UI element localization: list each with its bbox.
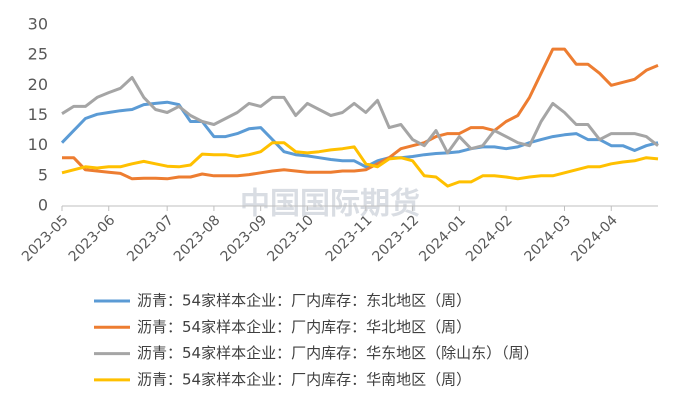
y-tick-label: 10 xyxy=(28,135,48,154)
x-tick-label: 2024-04 xyxy=(568,212,621,265)
y-tick-label: 20 xyxy=(28,75,48,94)
y-tick-label: 0 xyxy=(38,196,48,215)
legend-label: 沥青：54家样本企业：厂内库存：华东地区（除山东）（周） xyxy=(137,344,539,362)
x-tick-label: 2023-06 xyxy=(66,212,119,265)
series-line xyxy=(60,100,659,169)
y-tick-label: 5 xyxy=(38,165,48,184)
y-tick-label: 30 xyxy=(28,15,48,34)
watermark: 中国国际期货 xyxy=(240,187,420,222)
x-tick-label: 2023-07 xyxy=(124,212,177,265)
series-line xyxy=(62,47,659,181)
y-tick-label: 25 xyxy=(28,45,48,64)
y-tick-label: 15 xyxy=(28,105,48,124)
legend-label: 沥青：54家样本企业：厂内库存：华南地区（周） xyxy=(137,370,471,388)
x-tick-label: 2024-03 xyxy=(521,212,574,265)
legend-label: 沥青：54家样本企业：厂内库存：东北地区（周） xyxy=(137,292,471,310)
series-line xyxy=(61,141,659,188)
x-tick-label: 2023-05 xyxy=(19,212,72,265)
x-tick-label: 2024-01 xyxy=(416,212,469,265)
x-tick-label: 2024-02 xyxy=(463,212,516,265)
x-tick-label: 2023-08 xyxy=(171,212,224,265)
legend-label: 沥青：54家样本企业：厂内库存：华北地区（周） xyxy=(137,318,471,336)
series-line xyxy=(61,76,659,155)
